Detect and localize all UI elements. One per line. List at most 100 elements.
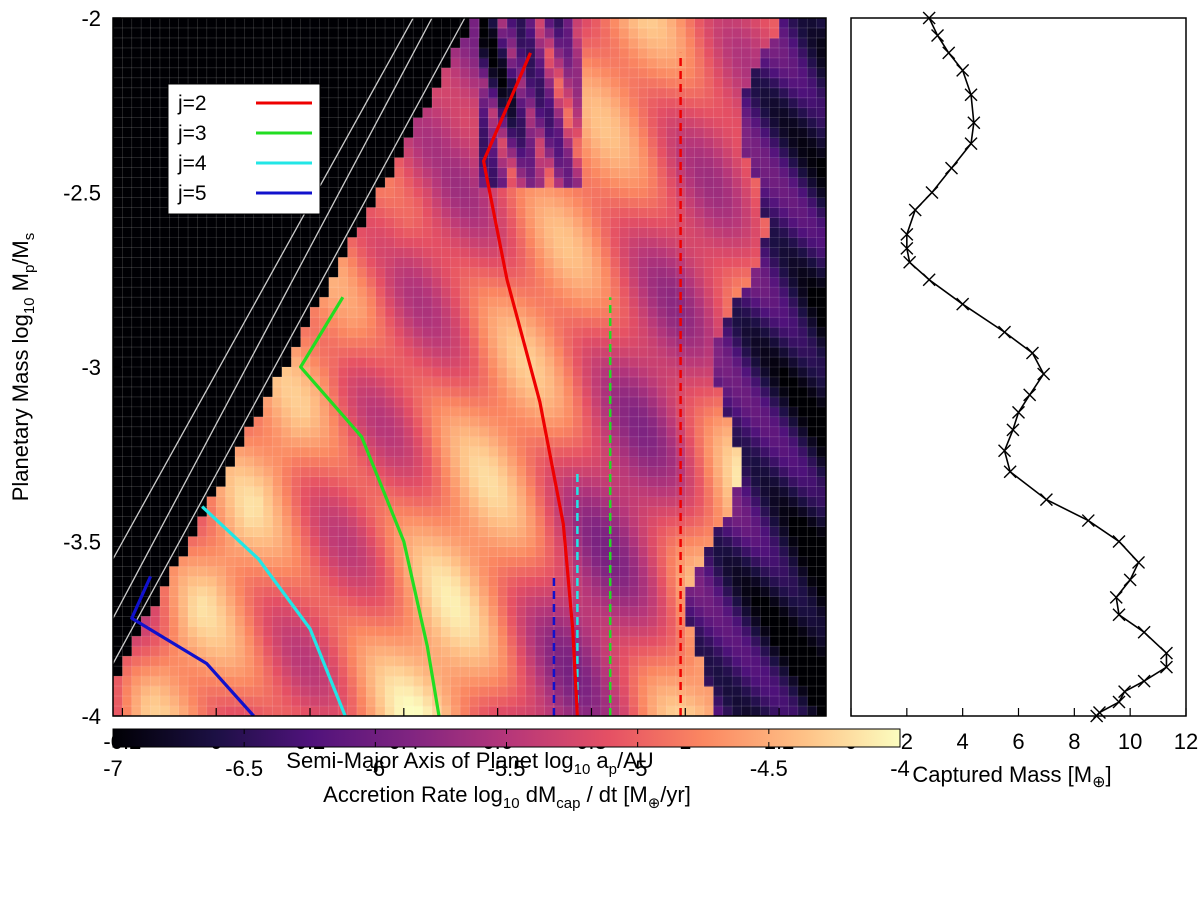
heatmap-cell — [741, 18, 752, 29]
heatmap-cell — [704, 586, 714, 597]
heatmap-cell — [469, 656, 480, 667]
heatmap-cell — [507, 18, 517, 29]
heatmap-cell — [713, 77, 724, 89]
heatmap-cell — [628, 566, 639, 577]
heatmap-cell — [497, 367, 508, 378]
heatmap-cell — [216, 576, 227, 587]
heatmap-cell — [525, 656, 536, 667]
heatmap-cell — [694, 97, 705, 109]
heatmap-cell — [694, 436, 705, 448]
heatmap-cell — [704, 267, 714, 278]
heatmap-cell — [591, 77, 602, 89]
heatmap-cell — [403, 307, 414, 318]
heatmap-cell — [319, 357, 330, 368]
heatmap-cell — [657, 516, 668, 528]
heatmap-cell — [441, 656, 452, 667]
heatmap-cell — [460, 446, 470, 458]
heatmap-cell — [469, 317, 480, 328]
heatmap-cell — [760, 576, 771, 587]
heatmap-cell — [694, 167, 705, 179]
heatmap-cell — [750, 347, 761, 358]
heatmap-cell — [431, 506, 442, 518]
heatmap-cell — [713, 386, 724, 398]
heatmap-cell — [582, 626, 592, 637]
heatmap-cell — [188, 576, 198, 587]
data-point-marker — [964, 137, 978, 151]
heatmap-cell — [328, 466, 339, 478]
heatmap-cell — [610, 696, 621, 707]
heatmap-cell — [535, 676, 546, 687]
heatmap-cell — [563, 616, 574, 627]
heatmap-cell — [413, 147, 424, 159]
heatmap-cell — [131, 676, 142, 687]
heatmap-cell — [610, 147, 621, 159]
heatmap-cell — [647, 696, 658, 707]
heatmap-cell — [713, 486, 724, 498]
heatmap-cell — [253, 516, 264, 528]
heatmap-cell — [450, 506, 461, 518]
side-x-tick-label: 4 — [957, 729, 969, 754]
heatmap-cell — [685, 337, 696, 348]
heatmap-cell — [694, 626, 705, 637]
heatmap-cell — [366, 207, 377, 218]
heatmap-cell — [553, 586, 564, 597]
heatmap-cell — [685, 486, 696, 498]
heatmap-cell — [403, 516, 414, 528]
heatmap-cell — [356, 237, 367, 248]
heatmap-cell — [394, 466, 405, 478]
heatmap-cell — [460, 77, 470, 89]
heatmap-cell — [225, 516, 236, 528]
heatmap-cell — [760, 257, 771, 268]
heatmap-cell — [582, 337, 592, 348]
heatmap-cell — [441, 436, 452, 448]
heatmap-cell — [638, 446, 649, 458]
heatmap-cell — [310, 576, 320, 587]
heatmap-cell — [628, 536, 639, 547]
heatmap-cell — [469, 626, 480, 637]
heatmap-cell — [450, 127, 461, 139]
heatmap-cell — [563, 416, 574, 428]
heatmap-cell — [769, 586, 780, 597]
heatmap-cell — [422, 137, 433, 149]
heatmap-cell — [807, 167, 818, 179]
heatmap-cell — [713, 157, 724, 169]
heatmap-cell — [722, 277, 733, 288]
heatmap-cell — [666, 18, 677, 29]
heatmap-cell — [610, 706, 621, 716]
heatmap-cell — [403, 257, 414, 268]
heatmap-cell — [779, 217, 789, 228]
heatmap-cell — [769, 566, 780, 577]
heatmap-cell — [553, 686, 564, 697]
heatmap-cell — [441, 337, 452, 348]
heatmap-cell — [206, 556, 217, 567]
heatmap-cell — [610, 396, 621, 408]
heatmap-cell — [544, 586, 555, 597]
heatmap-cell — [563, 516, 574, 528]
heatmap-cell — [769, 526, 780, 538]
heatmap-cell — [347, 237, 358, 248]
heatmap-cell — [779, 696, 789, 707]
heatmap-cell — [328, 536, 339, 547]
heatmap-cell — [385, 317, 395, 328]
heatmap-cell — [685, 396, 696, 408]
heatmap-cell — [769, 277, 780, 288]
heatmap-cell — [769, 227, 780, 238]
heatmap-cell — [225, 656, 236, 667]
heatmap-cell — [375, 526, 386, 538]
heatmap-cell — [328, 496, 339, 508]
heatmap-cell — [675, 556, 686, 567]
heatmap-cell — [413, 367, 424, 378]
heatmap-cell — [760, 27, 771, 39]
heatmap-cell — [591, 237, 602, 248]
heatmap-cell — [366, 396, 377, 408]
heatmap-cell — [413, 536, 424, 547]
heatmap-cell — [704, 566, 714, 577]
heatmap-cell — [375, 676, 386, 687]
heatmap-cell — [478, 117, 489, 129]
heatmap-cell — [628, 297, 639, 308]
heatmap-cell — [469, 386, 480, 398]
heatmap-cell — [319, 406, 330, 418]
heatmap-cell — [657, 506, 668, 518]
heatmap-cell — [628, 586, 639, 597]
heatmap-cell — [769, 207, 780, 218]
